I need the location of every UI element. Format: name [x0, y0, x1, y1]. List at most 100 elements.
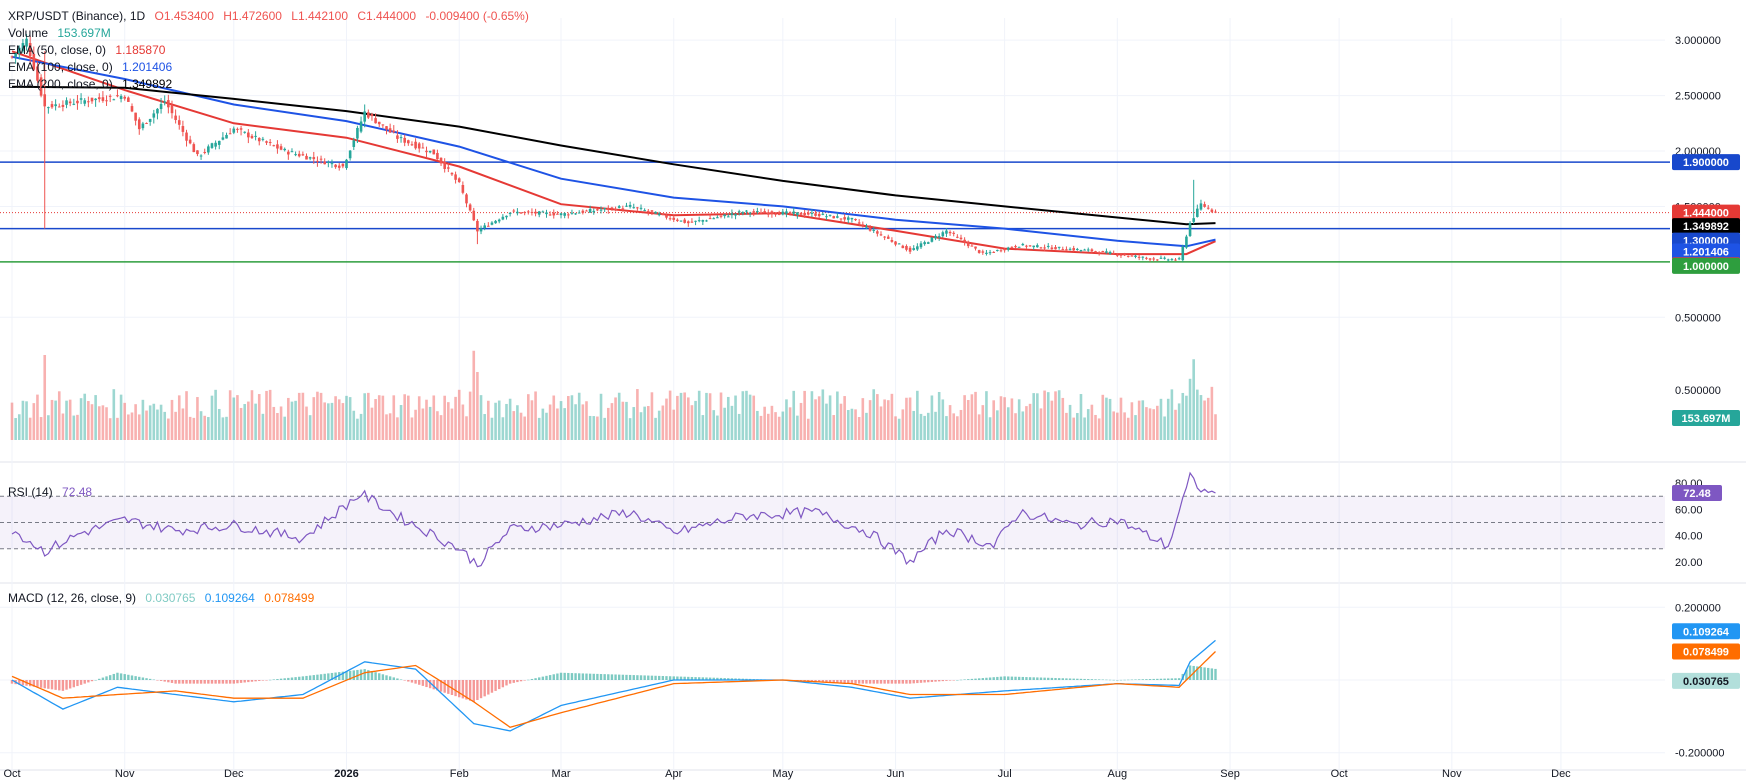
volume-bar [545, 412, 548, 440]
macd-histogram-bar [927, 680, 930, 683]
volume-legend-value: 153.697M [57, 26, 111, 40]
candle-body [334, 164, 337, 168]
rsi-line [11, 471, 1216, 568]
time-axis-label: Oct [1331, 768, 1348, 780]
candle-body [305, 155, 308, 160]
macd-histogram-bar [1156, 678, 1159, 680]
macd-histogram-bar [378, 673, 381, 680]
macd-histogram-bar [403, 680, 406, 681]
volume-bar [792, 390, 796, 440]
volume-bar [1159, 398, 1163, 440]
candle-body [403, 137, 406, 143]
candle-body [196, 150, 199, 155]
time-axis-label: Dec [224, 768, 244, 780]
ema200-legend[interactable]: EMA (200, close, 0) 1.349892 [8, 76, 172, 92]
ema100-legend[interactable]: EMA (100, close, 0) 1.201406 [8, 59, 172, 75]
candle-body [599, 209, 603, 211]
candle-body [737, 211, 741, 213]
volume-bar [1097, 418, 1101, 440]
volume-bar [996, 410, 999, 440]
candle-body [1159, 257, 1163, 259]
volume-bar [454, 396, 457, 440]
volume-bar [94, 395, 97, 440]
candle-body [567, 214, 570, 216]
candle-body [119, 96, 123, 99]
volume-bar [890, 393, 894, 440]
macd-histogram-bar [1057, 678, 1061, 680]
macd-histogram-bar [814, 680, 817, 682]
macd-histogram-bar [348, 670, 352, 680]
macd-histogram-bar [250, 680, 254, 682]
candle-body [825, 216, 828, 218]
candle-body [774, 213, 777, 215]
volume-bar [105, 407, 108, 440]
rsi-legend[interactable]: RSI (14) 72.48 [8, 484, 92, 500]
macd-histogram-bar [414, 680, 417, 684]
volume-bar [381, 395, 385, 440]
volume-bar [665, 398, 668, 440]
macd-histogram-bar [519, 680, 523, 682]
candle-body [606, 207, 610, 210]
candle-body [508, 212, 512, 215]
macd-histogram-bar [970, 678, 974, 680]
candle-body [966, 241, 970, 247]
ema50-legend[interactable]: EMA (50, close, 0) 1.185870 [8, 42, 165, 58]
macd-histogram-bar [916, 680, 919, 684]
macd-histogram-bar [897, 680, 901, 684]
macd-histogram-bar [1137, 679, 1141, 680]
candle-body [105, 100, 108, 102]
macd-histogram-bar [345, 671, 348, 680]
symbol-header: XRP/USDT (Binance), 1D O1.453400 H1.4726… [8, 8, 529, 24]
volume-bar [952, 413, 956, 440]
candle-body [1141, 256, 1145, 258]
candle-body [697, 220, 701, 222]
macd-histogram-bar [538, 677, 541, 680]
macd-histogram-bar [76, 680, 79, 687]
candle-body [1017, 246, 1021, 248]
macd-histogram-bar [1050, 677, 1054, 680]
volume-bar [585, 401, 588, 440]
volume-bar [1192, 359, 1195, 440]
volume-bar [167, 418, 170, 440]
candle-body [297, 153, 301, 157]
candle-body [1036, 245, 1039, 248]
macd-histogram-bar [28, 680, 32, 687]
macd-histogram-bar [578, 673, 581, 680]
volume-legend[interactable]: Volume 153.697M [8, 25, 111, 41]
volume-bar [483, 414, 486, 440]
candle-body [1014, 246, 1017, 248]
macd-histogram-bar [163, 680, 166, 682]
macd-histogram-bar [876, 680, 879, 684]
candle-body [541, 211, 545, 213]
candle-body [421, 147, 425, 149]
macd-legend[interactable]: MACD (12, 26, close, 9) 0.030765 0.10926… [8, 590, 314, 606]
volume-bar [876, 394, 879, 440]
volume-bar [719, 392, 723, 440]
volume-bar [76, 414, 79, 440]
volume-bar [774, 412, 777, 440]
macd-tag-bg [1672, 623, 1740, 640]
volume-bar [497, 400, 501, 440]
volume-bar [897, 418, 901, 440]
macd-histogram-bar [508, 680, 512, 684]
macd-histogram-bar [556, 673, 559, 680]
candle-body [1003, 248, 1006, 251]
candle-body [203, 151, 207, 153]
candle-body [763, 211, 766, 213]
macd-histogram-bar [741, 678, 745, 680]
volume-bar [436, 411, 439, 440]
volume-bar [116, 417, 119, 440]
macd-histogram-bar [428, 680, 432, 689]
candle-body [359, 121, 363, 132]
volume-bar [127, 414, 130, 440]
volume-bar [112, 389, 116, 440]
candle-body [287, 151, 290, 155]
macd-histogram-bar [305, 675, 308, 680]
macd-histogram-bar [236, 680, 239, 684]
volume-bar [348, 397, 352, 440]
macd-histogram-bar [352, 670, 355, 680]
volume-bar [672, 409, 676, 440]
macd-histogram-bar [1025, 677, 1028, 680]
volume-bar [632, 407, 636, 440]
